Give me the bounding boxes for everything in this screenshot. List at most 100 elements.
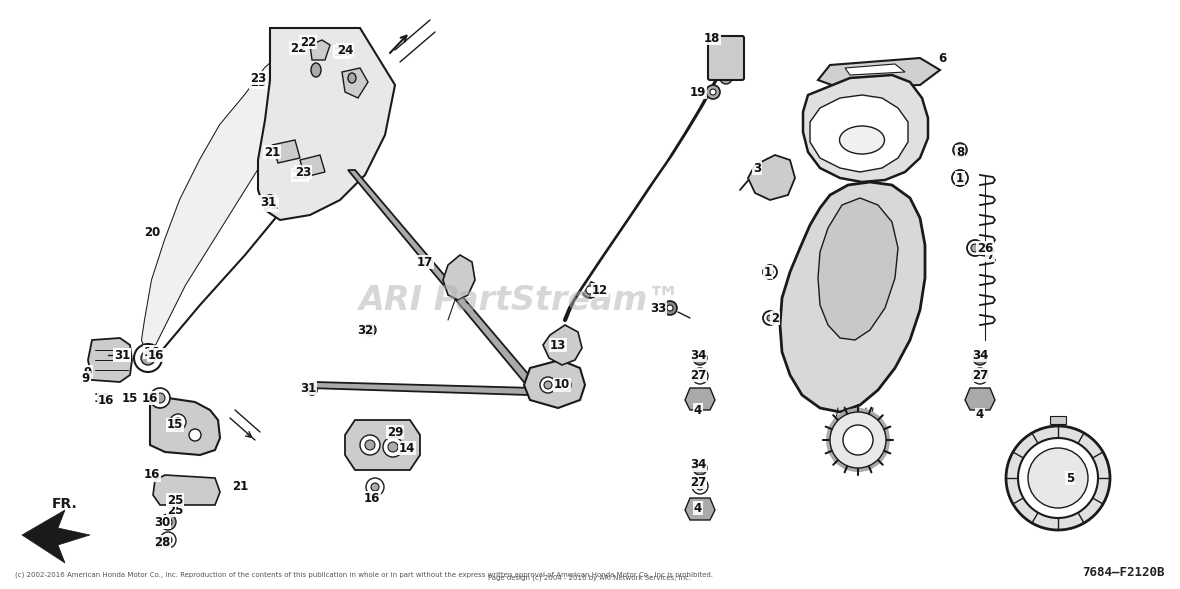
Text: 2: 2 <box>771 312 779 325</box>
Text: 20: 20 <box>144 226 160 239</box>
Polygon shape <box>345 420 420 470</box>
Circle shape <box>763 265 776 279</box>
Text: 18: 18 <box>703 31 720 45</box>
Text: 30: 30 <box>153 515 170 528</box>
Circle shape <box>972 368 988 384</box>
Text: 28: 28 <box>153 538 170 551</box>
Text: FR.: FR. <box>52 497 78 511</box>
Circle shape <box>170 414 186 430</box>
Polygon shape <box>310 40 330 60</box>
Circle shape <box>1007 426 1110 530</box>
Circle shape <box>957 147 963 153</box>
Circle shape <box>763 311 776 325</box>
Text: 16: 16 <box>142 392 158 405</box>
Ellipse shape <box>839 126 885 154</box>
Text: 17: 17 <box>417 256 433 269</box>
Text: 1: 1 <box>763 266 772 279</box>
Text: 16: 16 <box>98 393 114 406</box>
Text: 1: 1 <box>956 171 964 184</box>
Polygon shape <box>142 35 360 355</box>
Text: 13: 13 <box>550 339 566 352</box>
Text: 23: 23 <box>250 75 267 88</box>
Circle shape <box>164 518 172 526</box>
Circle shape <box>135 344 162 372</box>
Text: 33: 33 <box>650 302 667 315</box>
Circle shape <box>977 355 983 361</box>
FancyBboxPatch shape <box>708 36 745 80</box>
Text: 27: 27 <box>690 475 706 488</box>
Circle shape <box>367 327 373 333</box>
Circle shape <box>693 461 707 475</box>
Text: 16: 16 <box>144 468 160 481</box>
Circle shape <box>540 377 556 393</box>
Text: 12: 12 <box>592 283 608 296</box>
Polygon shape <box>273 140 300 163</box>
Polygon shape <box>88 338 132 382</box>
Circle shape <box>971 244 979 252</box>
Text: 34: 34 <box>690 458 706 472</box>
Polygon shape <box>804 75 927 182</box>
Circle shape <box>160 532 176 548</box>
Text: 9: 9 <box>84 366 92 379</box>
Text: 22: 22 <box>290 41 306 55</box>
Text: 32: 32 <box>356 323 373 336</box>
Circle shape <box>706 85 720 99</box>
Text: 31: 31 <box>262 198 278 211</box>
Text: 5: 5 <box>1066 472 1074 485</box>
Polygon shape <box>748 155 795 200</box>
Text: 7: 7 <box>986 249 994 262</box>
Circle shape <box>710 89 716 95</box>
Circle shape <box>189 429 201 441</box>
Text: 30: 30 <box>153 515 170 528</box>
Circle shape <box>720 72 732 84</box>
Circle shape <box>114 350 125 360</box>
Text: 20: 20 <box>144 226 160 239</box>
Text: 27: 27 <box>972 369 988 382</box>
Text: 27: 27 <box>690 369 706 382</box>
Polygon shape <box>348 170 540 393</box>
Circle shape <box>366 478 384 496</box>
Circle shape <box>140 351 155 365</box>
Text: 21: 21 <box>264 145 280 158</box>
Polygon shape <box>342 68 368 98</box>
Ellipse shape <box>348 73 356 83</box>
Circle shape <box>691 478 708 494</box>
Polygon shape <box>965 388 995 410</box>
Text: 31: 31 <box>114 349 130 362</box>
Text: 16: 16 <box>94 392 110 405</box>
Text: 15: 15 <box>122 392 138 405</box>
Text: 29: 29 <box>387 425 404 438</box>
Ellipse shape <box>312 63 321 77</box>
Circle shape <box>1028 448 1088 508</box>
Polygon shape <box>809 95 907 172</box>
Text: 8: 8 <box>956 145 964 158</box>
Text: 16: 16 <box>148 349 164 362</box>
Circle shape <box>371 483 379 491</box>
Polygon shape <box>845 64 905 75</box>
Text: 23: 23 <box>250 71 267 84</box>
Text: 7684–F2120B: 7684–F2120B <box>1082 565 1165 578</box>
Circle shape <box>160 514 176 530</box>
Text: (c) 2002-2016 American Honda Motor Co., Inc. Reproduction of the contents of thi: (c) 2002-2016 American Honda Motor Co., … <box>15 572 713 578</box>
Circle shape <box>384 437 404 457</box>
Circle shape <box>697 465 703 471</box>
Circle shape <box>388 442 398 452</box>
Circle shape <box>956 174 964 182</box>
Circle shape <box>826 408 890 472</box>
Circle shape <box>582 282 598 298</box>
Text: 31: 31 <box>114 349 130 362</box>
Text: 25: 25 <box>166 504 183 517</box>
Circle shape <box>586 286 594 294</box>
Polygon shape <box>818 198 898 340</box>
Text: 4: 4 <box>694 501 702 515</box>
Circle shape <box>952 170 968 186</box>
Polygon shape <box>308 382 535 395</box>
Text: Page design (c) 2004 - 2016 by ARI Network Services, Inc.: Page design (c) 2004 - 2016 by ARI Netwo… <box>489 575 691 581</box>
Text: 23: 23 <box>291 168 308 181</box>
Text: 31: 31 <box>300 382 316 395</box>
Circle shape <box>691 368 708 384</box>
Polygon shape <box>780 182 925 412</box>
Text: 15: 15 <box>166 419 183 432</box>
Text: 10: 10 <box>553 379 570 392</box>
Text: 6: 6 <box>938 51 946 65</box>
